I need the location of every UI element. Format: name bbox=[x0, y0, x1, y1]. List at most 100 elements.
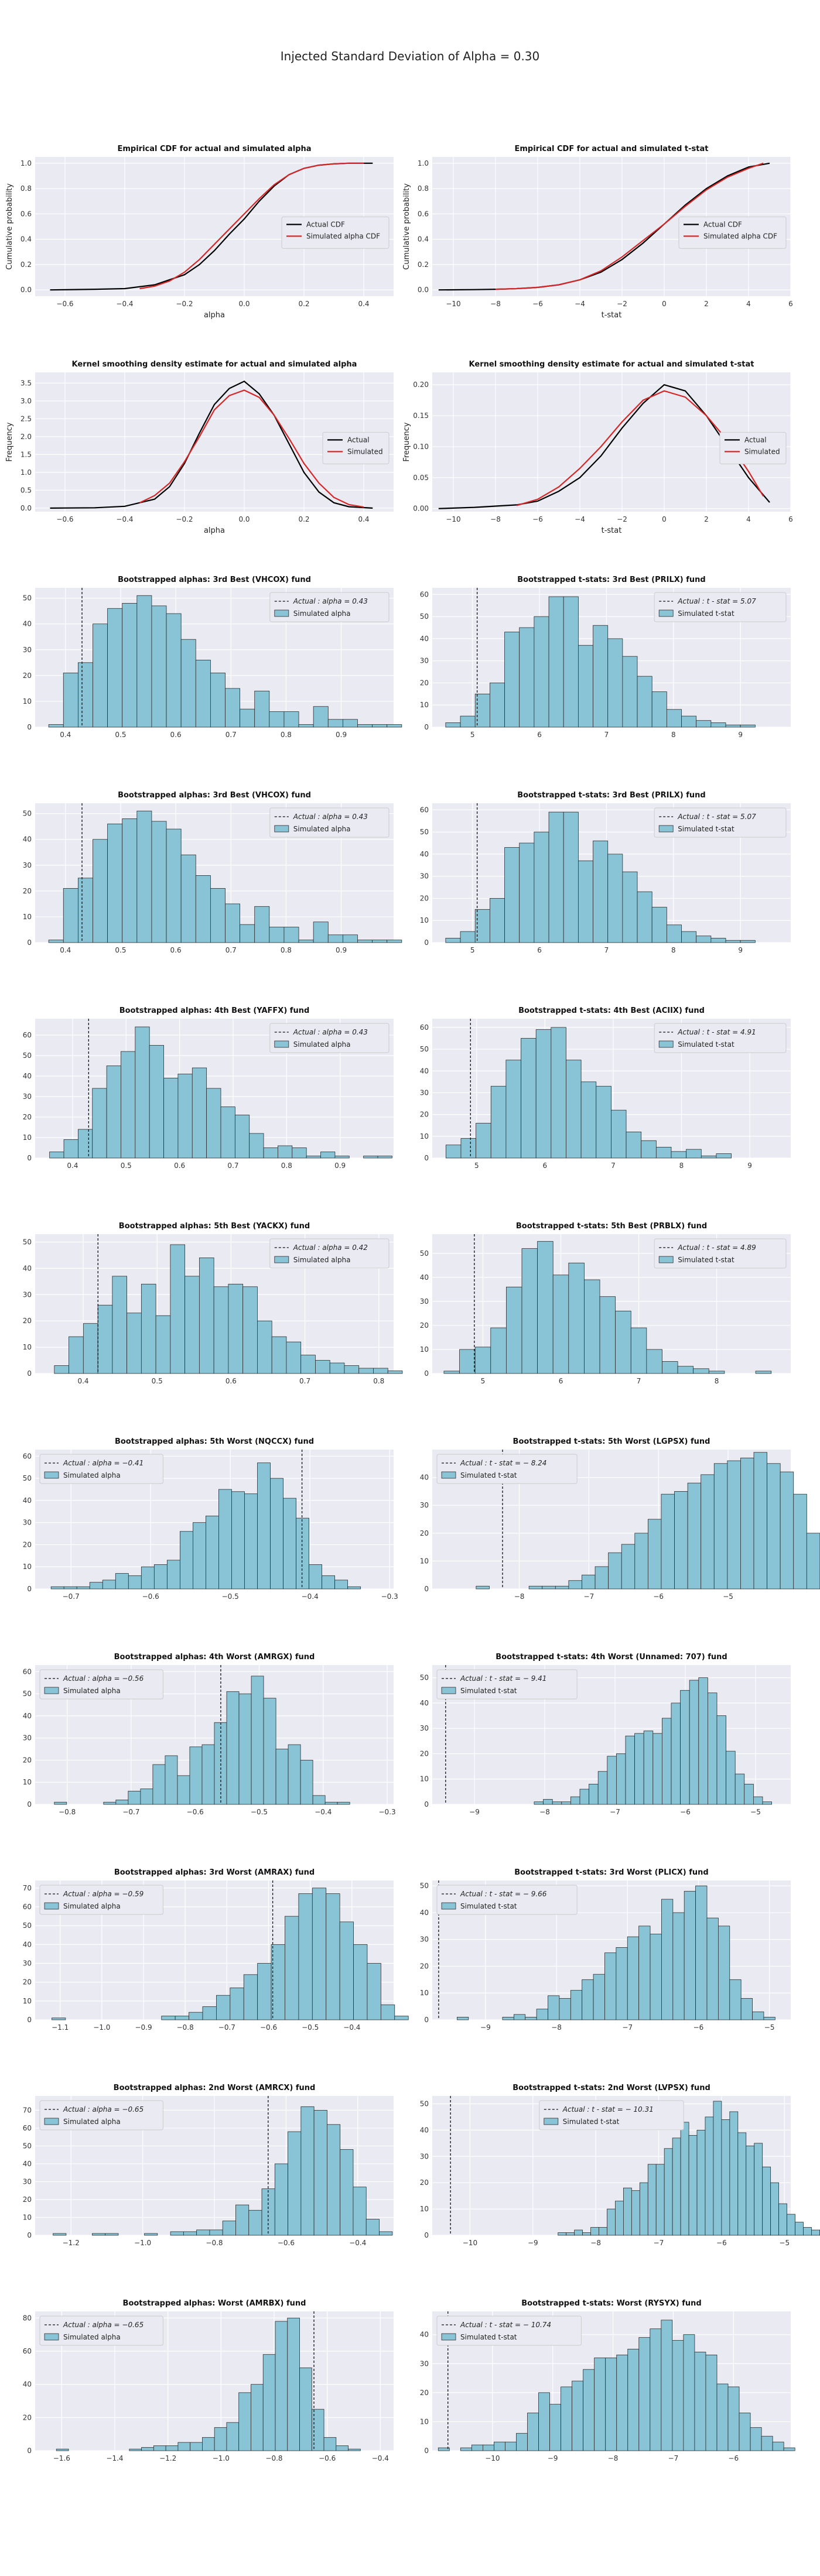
histogram-bar bbox=[226, 1691, 240, 1805]
histogram-bar bbox=[344, 1365, 360, 1374]
legend-actual-label: Actual : alpha = 0.43 bbox=[293, 813, 368, 821]
histogram-bar bbox=[582, 1979, 594, 2020]
y-tick-label: 30 bbox=[420, 872, 429, 881]
y-tick-label: 50 bbox=[23, 1690, 32, 1698]
x-tick-label: −1.2 bbox=[63, 2239, 80, 2247]
y-tick-label: 0.0 bbox=[418, 286, 429, 294]
histogram-bar bbox=[190, 2442, 203, 2451]
y-tick-label: 50 bbox=[23, 2142, 32, 2150]
histogram-bar bbox=[152, 1764, 166, 1805]
legend-actual-label: Actual : alpha = −0.41 bbox=[63, 1459, 144, 1467]
histogram-bar bbox=[661, 1899, 674, 2020]
histogram-bar bbox=[574, 2229, 583, 2236]
histogram-bar bbox=[141, 1566, 155, 1590]
histogram-bar bbox=[651, 907, 667, 943]
x-tick-label: −0.8 bbox=[206, 2239, 223, 2247]
histogram-bar bbox=[161, 2016, 176, 2020]
legend-label: Simulated alpha CDF bbox=[703, 232, 777, 240]
histogram-bar bbox=[249, 1133, 264, 1159]
histogram-bar bbox=[340, 2149, 354, 2236]
y-tick-label: 30 bbox=[23, 1092, 32, 1101]
histogram-bar bbox=[102, 1580, 116, 1590]
histogram-bar bbox=[48, 724, 64, 728]
x-tick-label: −0.5 bbox=[302, 2023, 319, 2032]
histogram-bar bbox=[199, 1258, 214, 1374]
histogram-bar bbox=[589, 1783, 599, 1805]
x-tick-label: 8 bbox=[671, 731, 676, 739]
legend-simulated-swatch bbox=[44, 2333, 59, 2341]
histogram-bar bbox=[696, 936, 712, 943]
histogram-bar bbox=[599, 1296, 616, 1374]
histogram-bar bbox=[534, 1801, 544, 1805]
y-tick-label: 0.20 bbox=[413, 381, 429, 389]
histogram-bar bbox=[727, 1460, 741, 1590]
histogram-bar bbox=[740, 1998, 753, 2020]
histogram-bar bbox=[693, 1368, 709, 1374]
y-tick-label: 10 bbox=[23, 697, 32, 705]
histogram-bar bbox=[698, 1677, 708, 1805]
histogram-bar bbox=[590, 2227, 599, 2236]
y-tick-label: 30 bbox=[23, 861, 32, 869]
histogram-bar bbox=[672, 2137, 681, 2236]
legend-simulated-label: Simulated t-stat bbox=[460, 2333, 517, 2341]
histogram-bar bbox=[772, 2441, 784, 2451]
legend-simulated-swatch bbox=[274, 1256, 289, 1263]
y-tick-label: 30 bbox=[23, 1290, 32, 1299]
histogram-bar bbox=[762, 2166, 771, 2236]
y-tick-label: 3.5 bbox=[20, 379, 32, 387]
y-tick-label: 2.0 bbox=[20, 433, 32, 441]
histogram-bar bbox=[752, 2011, 764, 2020]
histogram-bar bbox=[257, 1320, 272, 1374]
histogram-bar bbox=[637, 891, 652, 943]
histogram-bar bbox=[54, 1365, 69, 1374]
legend-simulated-swatch bbox=[441, 2333, 456, 2341]
histogram-bar bbox=[56, 2448, 69, 2451]
y-tick-label: 40 bbox=[23, 1496, 32, 1505]
histogram-bar bbox=[666, 709, 682, 728]
histogram-bar bbox=[594, 1566, 609, 1590]
y-tick-label: 50 bbox=[23, 1051, 32, 1060]
x-tick-label: −8 bbox=[490, 300, 501, 308]
histogram-bar bbox=[63, 673, 78, 728]
y-tick-label: 50 bbox=[23, 1921, 32, 1930]
histogram-bar bbox=[372, 724, 388, 728]
histogram-bar bbox=[209, 2229, 223, 2236]
y-tick-label: 20 bbox=[23, 2195, 32, 2204]
histogram-bar bbox=[806, 1533, 820, 1590]
histogram-bar bbox=[226, 2422, 240, 2451]
histogram-bar bbox=[144, 2233, 158, 2236]
histogram-bar bbox=[269, 711, 285, 728]
histogram-bar bbox=[235, 2204, 250, 2236]
legend-simulated-swatch bbox=[44, 1902, 59, 1910]
histogram-bar bbox=[811, 2229, 820, 2236]
legend-simulated-swatch bbox=[44, 1687, 59, 1694]
chart-panel-2: Empirical CDF for actual and simulated t… bbox=[402, 145, 793, 320]
y-tick-label: 0 bbox=[424, 1369, 429, 1378]
histogram-bar bbox=[363, 1156, 378, 1159]
histogram-bar bbox=[701, 1155, 717, 1159]
legend-simulated-label: Simulated alpha bbox=[293, 825, 351, 833]
y-tick-label: 20 bbox=[420, 1321, 429, 1330]
histogram-bar bbox=[680, 1690, 690, 1805]
legend-simulated-label: Simulated t-stat bbox=[678, 609, 734, 618]
histogram-bar bbox=[721, 2119, 730, 2236]
histogram-bar bbox=[387, 1371, 403, 1374]
x-tick-label: −2 bbox=[617, 300, 627, 308]
histogram-bar bbox=[153, 2445, 166, 2451]
histogram-bar bbox=[729, 1979, 742, 2020]
y-tick-label: 0 bbox=[27, 723, 32, 731]
y-tick-label: 40 bbox=[420, 1474, 429, 1482]
histogram-bar bbox=[607, 2208, 616, 2236]
legend-simulated-label: Simulated alpha bbox=[63, 1687, 121, 1695]
y-tick-label: 0 bbox=[27, 1800, 32, 1808]
series-line bbox=[50, 381, 373, 509]
chart-panel-12: Bootstrapped t-stats: 5th Best (PRBLX) f… bbox=[420, 1222, 791, 1385]
histogram-bar bbox=[50, 1586, 64, 1590]
chart-panel-10: Bootstrapped t-stats: 4th Best (ACIIX) f… bbox=[420, 1006, 791, 1170]
histogram-bar bbox=[542, 1585, 556, 1590]
histogram-bar bbox=[127, 1313, 142, 1374]
x-tick-label: −6 bbox=[680, 1808, 691, 1816]
histogram-bar bbox=[149, 1045, 164, 1159]
histogram-bar bbox=[443, 1371, 460, 1374]
histogram-bar bbox=[639, 2182, 648, 2236]
